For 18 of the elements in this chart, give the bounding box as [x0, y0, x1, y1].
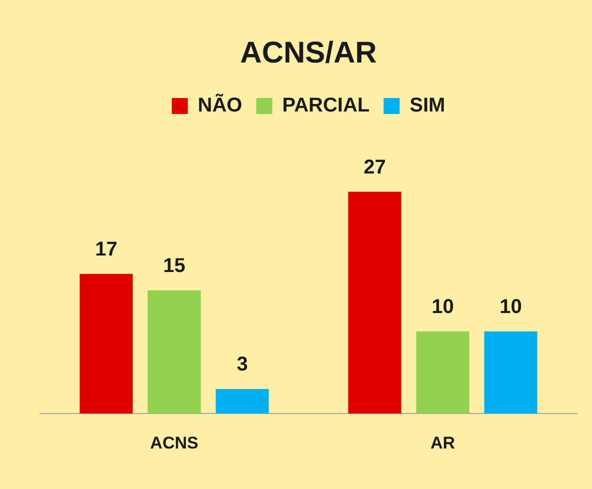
bar — [148, 290, 201, 414]
legend-label: PARCIAL — [282, 94, 370, 117]
bar — [416, 331, 470, 414]
bar — [348, 192, 402, 414]
x-tick-label: ACNS — [150, 433, 198, 452]
data-label: 10 — [500, 296, 522, 318]
data-label: 27 — [364, 156, 386, 178]
x-tick-label: AR — [430, 433, 456, 452]
bar — [80, 274, 133, 414]
data-label: 15 — [163, 254, 186, 277]
data-label: 10 — [432, 296, 454, 318]
chart-title: ACNS/AR — [240, 36, 378, 70]
bar — [484, 331, 538, 414]
data-label: 3 — [236, 353, 248, 376]
bar — [216, 388, 269, 414]
legend-label: NÃO — [198, 94, 242, 117]
legend-label: SIM — [410, 94, 446, 117]
data-label: 17 — [95, 238, 118, 260]
